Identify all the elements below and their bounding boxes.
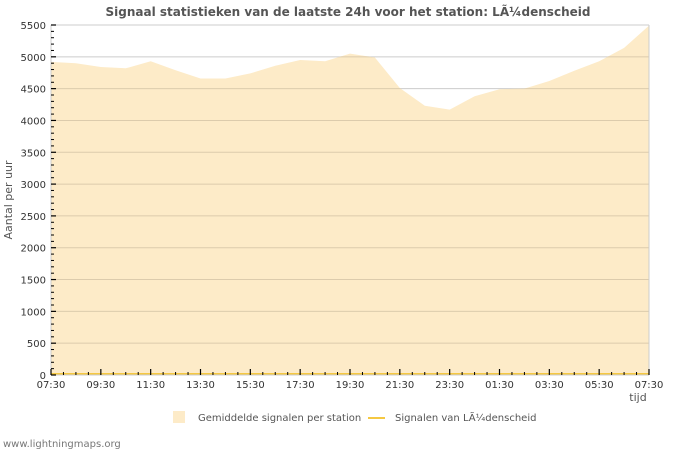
y-tick-label: 3500 — [21, 148, 46, 159]
x-tick-label: 05:30 — [585, 380, 614, 391]
y-tick-label: 0 — [40, 371, 46, 382]
x-axis-ticks: 07:30 09:30 11:30 13:30 15:30 17:30 19:30 21:30… — [37, 369, 664, 391]
gridlines-over-area — [51, 56, 649, 344]
y-tick-label: 1500 — [21, 276, 46, 287]
y-tick-label: 3000 — [21, 180, 46, 191]
y-tick-label: 4500 — [21, 85, 46, 96]
y-tick-label: 5500 — [21, 21, 46, 32]
footer-link[interactable]: www.lightningmaps.org — [3, 439, 121, 450]
x-axis-title: tijd — [629, 391, 646, 404]
y-axis-ticks: 0 500 1000 1500 2000 2500 3000 3500 4000 4500 5000… — [21, 21, 56, 382]
y-tick-label: 5000 — [21, 53, 46, 64]
y-tick-label: 4000 — [21, 116, 46, 127]
legend: Gemiddelde signalen per station Signalen… — [173, 411, 536, 424]
legend-label-station: Signalen van LÃ¼denscheid — [395, 411, 536, 424]
x-tick-label: 07:30 — [37, 380, 66, 391]
x-tick-label: 09:30 — [86, 380, 115, 391]
x-tick-label: 11:30 — [136, 380, 165, 391]
y-tick-label: 2500 — [21, 212, 46, 223]
x-tick-label: 21:30 — [385, 380, 414, 391]
x-tick-label: 17:30 — [286, 380, 315, 391]
x-tick-label: 23:30 — [435, 380, 464, 391]
y-tick-label: 2000 — [21, 244, 46, 255]
legend-label-average: Gemiddelde signalen per station — [198, 413, 361, 424]
y-tick-label: 1000 — [21, 307, 46, 318]
y-tick-label: 500 — [27, 339, 46, 350]
x-tick-label: 19:30 — [336, 380, 365, 391]
chart-title: Signaal statistieken van de laatste 24h … — [106, 4, 591, 19]
x-tick-label: 07:30 — [635, 380, 664, 391]
x-tick-label: 01:30 — [485, 380, 514, 391]
x-tick-label: 13:30 — [186, 380, 215, 391]
x-tick-label: 03:30 — [535, 380, 564, 391]
x-tick-label: 15:30 — [236, 380, 265, 391]
y-axis-title: Aantal per uur — [2, 160, 15, 240]
average-signals-area — [51, 25, 649, 375]
legend-area-swatch — [173, 411, 185, 423]
